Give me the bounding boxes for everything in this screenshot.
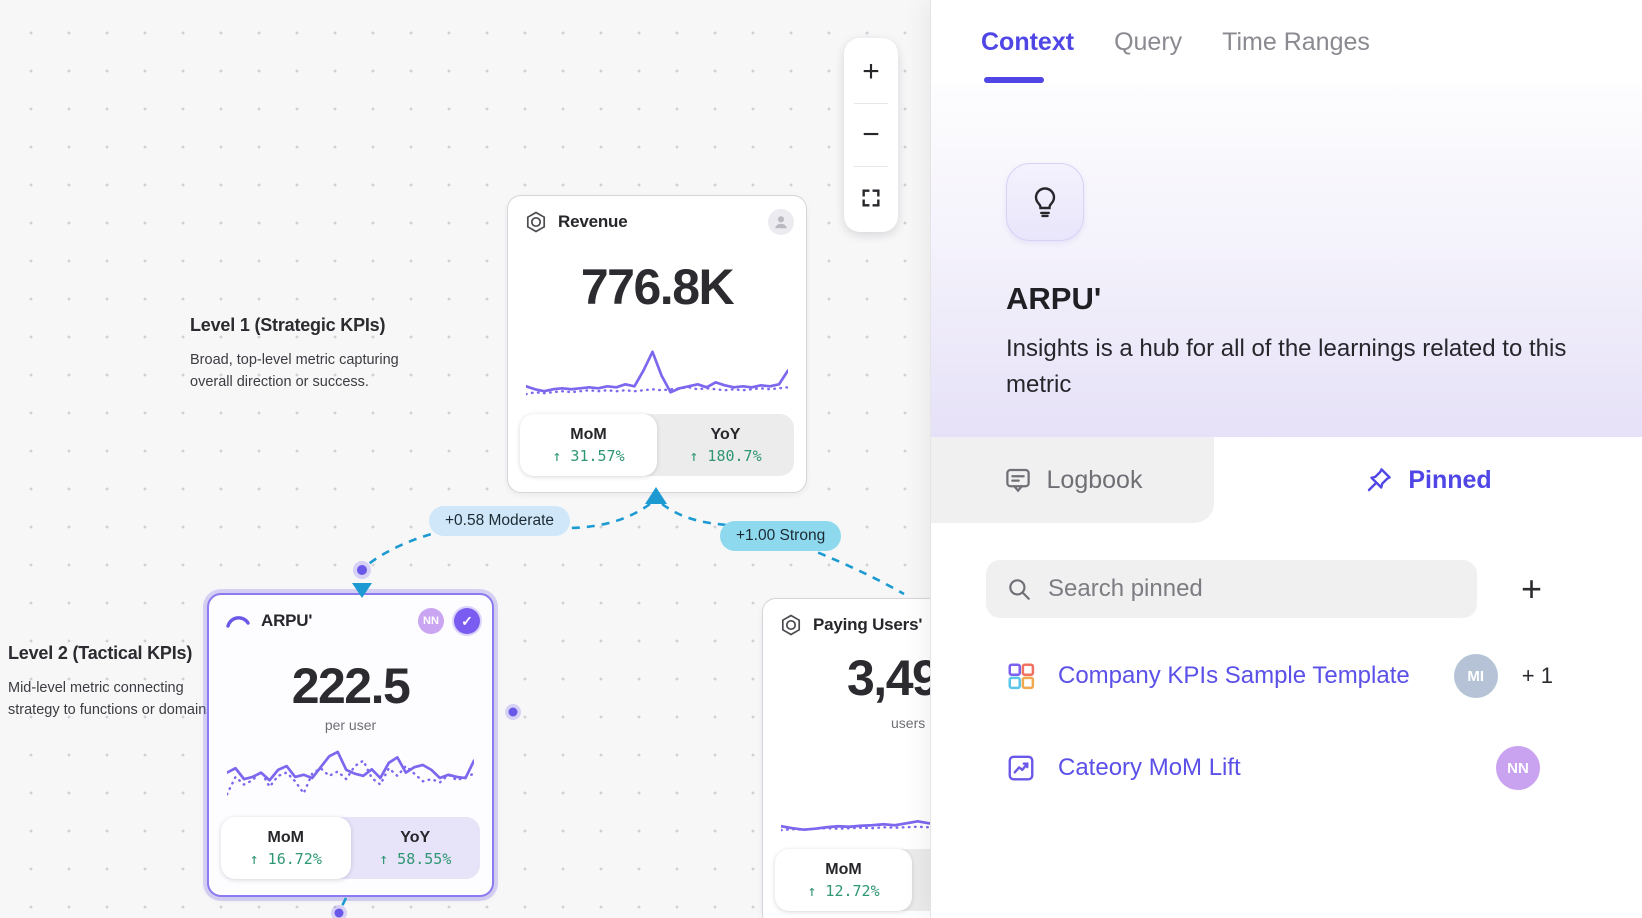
divider — [854, 165, 888, 167]
panel-subtabs: Logbook Pinned — [931, 437, 1642, 523]
card-title: ARPU' — [261, 611, 313, 630]
arc-metric-icon — [225, 611, 251, 631]
mom-change: ↑ 31.57% — [552, 446, 625, 465]
hexagon-metric-icon — [524, 210, 548, 234]
connection-handle-halo — [331, 905, 347, 918]
pin-icon — [1364, 465, 1394, 495]
level-2-title: Level 2 (Tactical KPIs) — [8, 643, 193, 663]
tab-context[interactable]: Context — [981, 28, 1075, 83]
extra-count: + 1 — [1521, 663, 1553, 688]
tab-query[interactable]: Query — [1114, 28, 1183, 56]
fullscreen-icon — [860, 187, 882, 209]
comment-icon — [1003, 465, 1033, 495]
sparkline-chart — [526, 346, 788, 404]
yoy-segment[interactable]: YoY ↑ 58.55% — [351, 817, 481, 879]
lightbulb-icon — [1027, 184, 1063, 220]
search-icon — [1006, 576, 1032, 602]
edge-arpu-down — [338, 897, 348, 911]
pinned-search-row: + — [931, 560, 1642, 618]
pinned-item-label: Company KPIs Sample Template — [1058, 662, 1410, 689]
mom-label: MoM — [267, 828, 304, 846]
verified-badge-icon: ✓ — [454, 608, 480, 634]
metric-value: 3,49 — [847, 650, 940, 706]
metric-context-hero: ARPU' Insights is a hub for all of the l… — [931, 85, 1642, 437]
yoy-segment[interactable]: YoY ↑ 180.7% — [657, 414, 794, 476]
metric-value: 776.8K — [580, 259, 735, 315]
level-1-label: Level 1 (Strategic KPIs) Broad, top-leve… — [190, 315, 430, 394]
connection-handle-halo — [505, 704, 521, 720]
mom-label: MoM — [570, 425, 607, 443]
hexagon-metric-icon — [779, 613, 803, 637]
metric-unit: per user — [324, 717, 377, 733]
metric-name: ARPU' — [1006, 281, 1102, 316]
metric-description: Insights is a hub for all of the learnin… — [1006, 335, 1567, 398]
divider — [854, 103, 888, 105]
mom-change: ↑ 16.72% — [249, 849, 322, 868]
metric-value: 222.5 — [291, 658, 411, 714]
level-1-description: Broad, top-level metric capturing overal… — [190, 352, 399, 390]
connection-handle — [508, 707, 518, 717]
zoom-in-button[interactable]: + — [862, 55, 880, 89]
mom-segment[interactable]: MoM ↑ 31.57% — [520, 414, 657, 476]
detail-panel: Context Query Time Ranges ARPU' Insights… — [930, 0, 1642, 918]
avatar: NN — [1496, 746, 1540, 790]
mom-label: MoM — [825, 860, 862, 878]
level-1-title: Level 1 (Strategic KPIs) — [190, 315, 386, 335]
connection-handle — [357, 565, 367, 575]
yoy-label: YoY — [400, 828, 431, 846]
avatar: MI — [1453, 654, 1498, 698]
insight-tile — [1006, 163, 1084, 241]
level-2-label: Level 2 (Tactical KPIs) Mid-level metric… — [8, 643, 238, 722]
subtab-logbook[interactable]: Logbook — [931, 437, 1214, 523]
card-header: ARPU' NN ✓ — [225, 607, 480, 635]
tab-time-ranges[interactable]: Time Ranges — [1222, 28, 1370, 56]
canvas-zoom-controls: + − — [844, 38, 898, 232]
owner-avatar: NN — [418, 608, 444, 634]
subtab-pinned-label: Pinned — [1408, 465, 1492, 494]
sparkline-chart — [227, 739, 474, 803]
edge-label-moderate: +0.58 Moderate — [429, 506, 571, 536]
metric-card-revenue[interactable]: Revenue 776.8K MoM ↑ 31.57% YoY ↑ 180.7% — [507, 195, 807, 493]
subtab-logbook-label: Logbook — [1046, 465, 1143, 494]
yoy-change: ↑ 180.7% — [689, 446, 762, 465]
edge-label-strong: +1.00 Strong — [720, 521, 842, 551]
yoy-change: ↑ 58.55% — [379, 849, 452, 868]
mom-segment[interactable]: MoM ↑ 12.72% — [775, 849, 912, 911]
pinned-item-label: Cateory MoM Lift — [1058, 754, 1241, 781]
metric-unit: users — [891, 715, 926, 731]
pinned-item-chart[interactable]: Cateory MoM Lift NN — [931, 744, 1642, 792]
owner-avatar-icon — [768, 209, 794, 235]
zoom-out-button[interactable]: − — [862, 117, 880, 151]
pinned-item-template[interactable]: Company KPIs Sample Template MI + 1 — [931, 652, 1642, 700]
add-pinned-button[interactable]: + — [1520, 568, 1542, 609]
yoy-label: YoY — [710, 425, 741, 443]
card-header: Paying Users' — [779, 611, 1049, 639]
search-pinned-input[interactable] — [1048, 575, 1457, 603]
mom-segment[interactable]: MoM ↑ 16.72% — [221, 817, 351, 879]
card-footer: MoM ↑ 31.57% YoY ↑ 180.7% — [520, 414, 794, 476]
card-footer: MoM ↑ 16.72% YoY ↑ 58.55% — [221, 817, 480, 879]
card-title: Paying Users' — [813, 615, 923, 634]
chart-icon — [1006, 753, 1036, 783]
card-title: Revenue — [558, 212, 628, 231]
template-grid-icon — [1006, 661, 1036, 691]
pinned-search-box[interactable] — [986, 560, 1477, 618]
connection-handle-halo — [353, 561, 371, 579]
panel-tab-bar: Context Query Time Ranges — [931, 0, 1642, 85]
level-2-description: Mid-level metric connecting strategy to … — [8, 680, 218, 718]
metric-card-arpu[interactable]: ARPU' NN ✓ 222.5 per user MoM ↑ 16.72% Y… — [207, 593, 494, 897]
fit-screen-button[interactable] — [844, 172, 898, 224]
connection-handle — [334, 908, 344, 918]
pinned-items-list: Company KPIs Sample Template MI + 1 Cate… — [931, 652, 1642, 792]
subtab-pinned[interactable]: Pinned — [1214, 437, 1642, 523]
card-header: Revenue — [524, 208, 794, 236]
mom-change: ↑ 12.72% — [807, 881, 880, 900]
